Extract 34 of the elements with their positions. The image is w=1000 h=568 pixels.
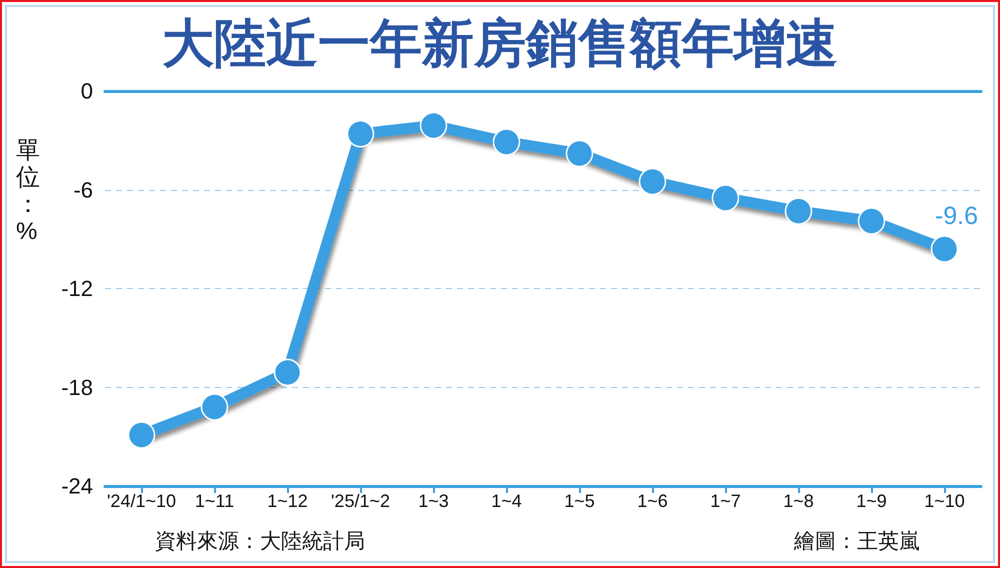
x-tick-label: 1~12 bbox=[267, 491, 308, 511]
x-tick-label: 1~10 bbox=[924, 491, 965, 511]
y-tick-label: -12 bbox=[61, 276, 93, 301]
x-tick-label: 1~3 bbox=[418, 491, 449, 511]
source-note: 資料來源：大陸統計局 bbox=[155, 530, 365, 553]
data-label: -9.6 bbox=[934, 202, 978, 230]
point bbox=[712, 184, 740, 212]
y-tick-label: 0 bbox=[80, 78, 93, 104]
x-tick-label: '25/1~2 bbox=[331, 491, 390, 511]
point bbox=[346, 120, 374, 148]
x-tick-label: 1~4 bbox=[491, 491, 522, 511]
point bbox=[784, 197, 812, 225]
point bbox=[420, 112, 448, 140]
x-tick-label: 1~7 bbox=[710, 491, 741, 511]
point bbox=[858, 207, 886, 235]
x-tick-label: '24/1~10 bbox=[106, 491, 176, 511]
y-tick-label: -6 bbox=[73, 177, 93, 202]
x-tick-label: 1~9 bbox=[856, 491, 887, 511]
point bbox=[638, 168, 666, 196]
y-axis-title: 單位：% bbox=[16, 137, 40, 245]
point bbox=[492, 128, 520, 156]
y-tick-label: -24 bbox=[61, 474, 93, 498]
x-tick-label: 1~6 bbox=[637, 491, 668, 511]
x-tick-label: 1~5 bbox=[564, 491, 595, 511]
point bbox=[128, 421, 156, 449]
x-tick-label: 1~11 bbox=[194, 491, 234, 511]
chart-title: 大陸近一年新房銷售額年增速 bbox=[162, 15, 838, 73]
point bbox=[200, 393, 228, 421]
point bbox=[274, 358, 302, 386]
text: 繪圖：王英嵐 bbox=[793, 530, 920, 553]
point bbox=[930, 235, 958, 263]
point bbox=[566, 140, 594, 168]
y-tick-label: -18 bbox=[61, 374, 93, 400]
x-tick-label: 1~8 bbox=[783, 491, 814, 511]
